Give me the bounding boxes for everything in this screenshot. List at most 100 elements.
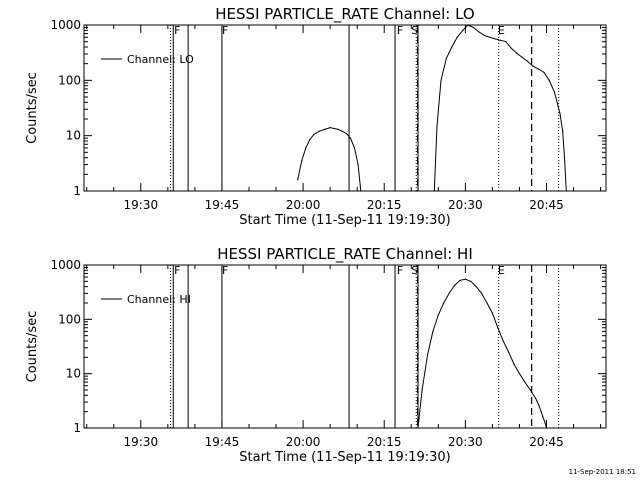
y-tick-label: 1 <box>73 184 81 198</box>
data-point <box>459 279 461 282</box>
data-point <box>497 327 499 329</box>
x-tick-label: 20:30 <box>448 435 483 449</box>
data-point <box>518 373 521 375</box>
data-point <box>538 405 540 407</box>
data-point <box>436 125 438 127</box>
data-point <box>529 389 531 391</box>
y-tick-label: 1000 <box>50 18 81 32</box>
data-point <box>565 190 567 192</box>
data-point <box>464 278 466 280</box>
y-axis-label: Counts/sec <box>25 311 40 383</box>
x-axis-label: Start Time (11-Sep-11 19:19:30) <box>239 213 450 228</box>
data-point <box>443 302 445 304</box>
data-point <box>357 163 359 166</box>
data-point <box>502 340 504 342</box>
data-point <box>532 65 534 67</box>
data-point <box>360 190 362 192</box>
data-point <box>445 57 448 59</box>
data-point <box>494 38 496 40</box>
data-point <box>448 292 450 295</box>
marker-label: F <box>222 264 228 277</box>
marker-label: F <box>174 264 180 277</box>
data-point <box>421 389 423 391</box>
data-point <box>297 179 299 181</box>
y-tick-label: 100 <box>58 312 81 326</box>
x-axis-label: Start Time (11-Sep-11 19:19:30) <box>239 450 450 465</box>
footer-timestamp: 11-Sep-2011 18:51 <box>569 468 636 476</box>
x-tick-label: 20:00 <box>286 198 321 212</box>
data-point <box>543 71 545 73</box>
data-point <box>440 79 442 81</box>
marker-label: E <box>498 24 505 37</box>
data-point <box>472 26 475 29</box>
data-point <box>353 147 356 149</box>
data-point <box>480 292 483 295</box>
data-point <box>510 47 512 49</box>
data-point <box>537 68 539 70</box>
data-point <box>426 354 429 356</box>
data-point <box>554 92 556 94</box>
data-point <box>470 280 472 282</box>
marker-label: F <box>397 24 403 37</box>
data-point <box>305 147 307 149</box>
chart-title: HESSI PARTICLE_RATE Channel: HI <box>217 245 473 264</box>
data-point <box>467 24 469 26</box>
data-point <box>313 133 315 136</box>
y-tick-label: 1 <box>73 421 81 435</box>
x-tick-label: 19:45 <box>205 198 240 212</box>
plot-frame <box>83 24 607 192</box>
data-point <box>345 132 347 134</box>
data-point <box>508 351 510 353</box>
x-tick-label: 20:00 <box>286 435 321 449</box>
legend-entry: Channel: LO <box>127 53 194 66</box>
data-point <box>483 34 485 36</box>
data-point <box>341 130 343 132</box>
data-point <box>540 411 542 413</box>
data-point <box>489 36 491 38</box>
marker-label: S <box>411 264 418 277</box>
y-tick-label: 1000 <box>50 258 81 272</box>
data-point <box>542 416 544 418</box>
plot-frame <box>83 264 607 429</box>
data-point <box>516 52 518 54</box>
x-tick-label: 20:15 <box>367 198 402 212</box>
data-point <box>462 29 464 31</box>
data-point <box>451 46 453 48</box>
data-point <box>505 41 507 43</box>
x-tick-label: 20:45 <box>529 435 564 449</box>
data-point <box>524 381 526 383</box>
data-point <box>329 126 331 129</box>
marker-label: E <box>498 264 505 277</box>
data-point <box>499 39 502 41</box>
data-point <box>545 427 548 429</box>
data-point <box>562 130 564 132</box>
lo-channel-panel: HESSI PARTICLE_RATE Channel: LO 19:30 19:4… <box>25 5 607 228</box>
data-point <box>544 421 546 423</box>
data-point <box>475 286 477 288</box>
x-tick-label: 19:30 <box>124 435 159 449</box>
data-point <box>324 128 326 130</box>
marker-label: S <box>411 24 418 37</box>
data-point <box>318 130 320 132</box>
data-point <box>349 137 352 139</box>
data-point <box>432 330 434 332</box>
data-point <box>526 60 529 62</box>
data-point <box>478 31 480 33</box>
x-tick-label: 20:45 <box>529 198 564 212</box>
y-tick-label: 10 <box>66 129 81 143</box>
data-point <box>521 56 523 58</box>
legend-entry: Channel: HI <box>127 293 191 306</box>
x-tick-label: 20:30 <box>448 198 483 212</box>
marker-label: F <box>397 264 403 277</box>
data-point <box>417 427 419 429</box>
data-point <box>491 312 494 314</box>
data-point <box>301 160 303 162</box>
data-point <box>535 397 537 400</box>
y-tick-label: 10 <box>66 367 81 381</box>
data-point <box>513 363 515 365</box>
x-tick-label: 19:45 <box>205 435 240 449</box>
data-point <box>548 79 550 81</box>
data-point <box>456 36 458 38</box>
x-tick-label: 19:30 <box>124 198 159 212</box>
